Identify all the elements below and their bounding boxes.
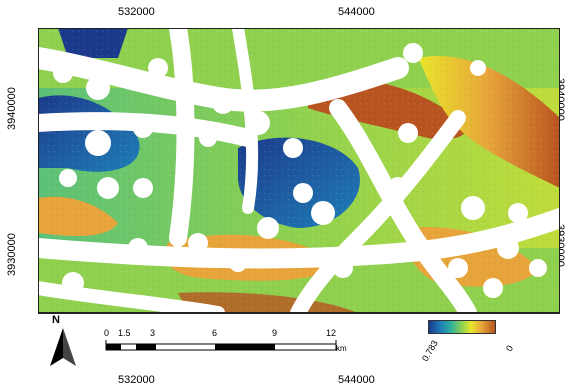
map-border (38, 28, 560, 313)
scale-unit: km (336, 344, 347, 353)
masked-buffers (53, 43, 547, 298)
legend-panel (38, 313, 560, 374)
scale-bar (105, 340, 337, 351)
y-tick-left-3940000: 3940000 (6, 87, 18, 130)
scale-label-1-5: 1.5 (118, 328, 131, 338)
scale-label-6: 6 (212, 328, 218, 338)
x-tick-bottom-532000: 532000 (118, 374, 155, 386)
x-tick-bottom-544000: 544000 (338, 374, 375, 386)
scale-label-3: 3 (150, 328, 156, 338)
north-label: N (52, 314, 60, 326)
color-ramp (428, 320, 496, 334)
scale-label-0: 0 (104, 328, 110, 338)
scale-label-9: 9 (272, 328, 278, 338)
x-tick-top-544000: 544000 (338, 6, 375, 18)
scale-label-12: 12 (326, 328, 337, 338)
north-arrow-icon (50, 328, 76, 366)
raster-map (38, 28, 560, 313)
x-tick-top-532000: 532000 (118, 6, 155, 18)
y-tick-left-3930000: 3930000 (6, 233, 18, 276)
